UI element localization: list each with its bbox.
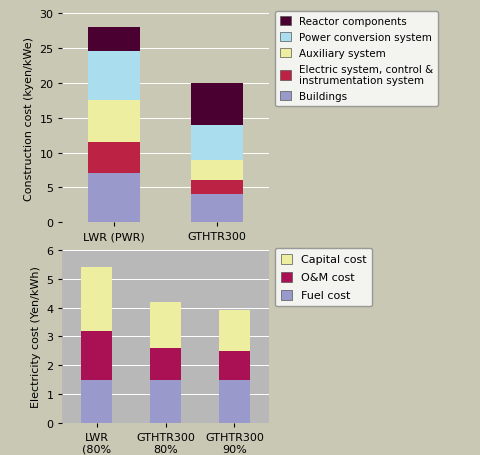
Y-axis label: Electricity cost (Yen/kWh): Electricity cost (Yen/kWh) bbox=[31, 266, 41, 408]
Bar bbox=[150, 380, 181, 423]
Bar bbox=[219, 380, 250, 423]
Bar bbox=[88, 28, 140, 52]
Bar bbox=[192, 195, 243, 223]
Bar bbox=[192, 181, 243, 195]
Bar bbox=[192, 83, 243, 125]
Bar bbox=[150, 348, 181, 380]
Bar bbox=[219, 351, 250, 380]
Bar bbox=[81, 268, 112, 331]
Y-axis label: Construction cost (kyen/kWe): Construction cost (kyen/kWe) bbox=[24, 36, 34, 200]
Bar bbox=[88, 52, 140, 101]
Bar bbox=[150, 302, 181, 348]
Bar bbox=[88, 174, 140, 223]
Bar bbox=[81, 331, 112, 380]
Bar bbox=[219, 311, 250, 351]
Bar bbox=[88, 143, 140, 174]
Bar bbox=[192, 160, 243, 181]
Legend: Capital cost, O&M cost, Fuel cost: Capital cost, O&M cost, Fuel cost bbox=[275, 248, 372, 306]
Legend: Reactor components, Power conversion system, Auxiliary system, Electric system, : Reactor components, Power conversion sys… bbox=[275, 11, 438, 107]
Bar bbox=[88, 101, 140, 143]
Bar bbox=[81, 380, 112, 423]
Bar bbox=[192, 125, 243, 160]
